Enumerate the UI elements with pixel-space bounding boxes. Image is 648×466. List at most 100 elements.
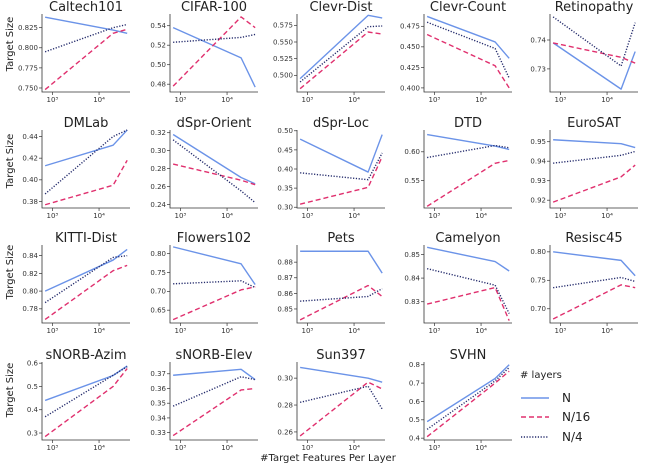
subplot-title: DMLab: [64, 116, 109, 131]
y-tick-label: 0.775: [18, 64, 38, 72]
series-line-n-16: [44, 368, 128, 438]
subplot-title: dSpr-Loc: [313, 116, 369, 131]
x-tick-label: 10⁴: [221, 444, 233, 452]
series-line-n-4: [300, 152, 383, 181]
subplot-title: dSpr-Orient: [177, 116, 252, 131]
y-tick-label: 0.83: [404, 298, 420, 306]
y-tick-label: 0.45: [277, 146, 293, 154]
x-tick-label: 10⁴: [348, 444, 360, 452]
x-tick-label: 10⁴: [475, 327, 487, 335]
x-tick-label: 10⁴: [93, 444, 105, 452]
y-tick-label: 0.85: [404, 251, 420, 259]
series-line-n-16: [172, 286, 256, 321]
axis-spines: [423, 130, 512, 209]
y-tick-label: 0.37: [150, 370, 166, 378]
series-line-n-4: [426, 267, 510, 314]
subplot-title: Retinopathy: [555, 0, 634, 15]
axis-spines: [296, 130, 385, 209]
subplot-title: EuroSAT: [567, 116, 621, 131]
subplot-title: CIFAR-100: [181, 0, 247, 15]
series-line-n-16: [552, 164, 636, 203]
x-tick-label: 10⁴: [348, 327, 360, 335]
y-tick-label: 0.8: [409, 361, 420, 369]
x-tick-label: 10⁴: [93, 327, 105, 335]
y-tick-label: 0.48: [150, 81, 166, 89]
subplot-title: Resisc45: [565, 231, 622, 246]
y-tick-label: 0.3: [27, 429, 38, 437]
x-tick-label: 10⁴: [221, 96, 233, 104]
subplot-clevr-count: Clevr-Count 0.400 0.425 0.450 0.475 10³ 10⁴: [400, 0, 512, 104]
y-tick-label: 0.54: [150, 22, 166, 30]
series-line-n: [300, 366, 383, 383]
y-tick-label: 0.425: [400, 64, 420, 72]
series-line-n-4: [299, 25, 383, 83]
x-tick-label: 10³: [554, 212, 566, 220]
subplot-title: sNORB-Azim: [45, 348, 126, 363]
series-line-n-16: [44, 264, 128, 321]
series-line-n: [44, 16, 128, 34]
series-line-n-16: [172, 387, 256, 437]
x-tick-label: 10³: [174, 444, 186, 452]
subplot-title: Caltech101: [49, 0, 123, 15]
y-tick-label: 0.50: [277, 127, 293, 135]
y-tick-label: 0.60: [404, 148, 420, 156]
axis-spines: [169, 14, 258, 93]
series-line-n-16: [299, 31, 383, 90]
x-tick-label: 10⁴: [93, 96, 105, 104]
y-tick-label: 0.42: [22, 155, 38, 163]
subplot-dspr-orient: dSpr-Orient 0.24 0.26 0.28 0.30 0.32 10³ 10⁴: [150, 116, 258, 220]
x-tick-label: 10³: [46, 444, 58, 452]
y-tick-label: 0.35: [150, 400, 166, 408]
axis-spines: [549, 245, 638, 324]
axis-spines: [423, 14, 512, 93]
axis-spines: [423, 362, 512, 441]
y-tick-label: 0.40: [22, 176, 38, 184]
axis-spines: [41, 245, 130, 324]
series-line-n-16: [299, 381, 383, 437]
series-line-n-4: [173, 280, 256, 289]
y-tick-label: 0.70: [150, 288, 166, 296]
axis-spines: [169, 245, 258, 324]
x-tick-label: 10³: [554, 96, 566, 104]
subplot-title: Pets: [327, 231, 354, 246]
series-line-n: [172, 27, 256, 88]
series-line-n-4: [552, 16, 636, 67]
series-line-n-4: [299, 385, 383, 410]
subplot-title: Clevr-Count: [430, 0, 506, 15]
subplot-title: KITTI-Dist: [55, 231, 117, 246]
legend-label-n: N: [562, 391, 571, 405]
x-tick-label: 10³: [301, 212, 313, 220]
axis-spines: [296, 362, 385, 441]
y-tick-label: 0.825: [18, 24, 38, 32]
x-tick-label: 10⁴: [601, 96, 613, 104]
y-tick-label: 0.73: [530, 65, 546, 73]
y-tick-label: 0.6: [409, 398, 421, 406]
series-line-n-4: [553, 276, 636, 289]
subplot-title: SVHN: [450, 348, 487, 363]
y-tick-label: 0.6: [27, 360, 39, 368]
axis-spines: [41, 362, 130, 441]
series-line-n: [299, 14, 383, 80]
series-line-n-16: [426, 370, 510, 438]
y-tick-label: 0.33: [150, 429, 166, 437]
series-line-n-16: [44, 159, 128, 206]
x-tick-label: 10⁴: [221, 212, 233, 220]
y-tick-label: 0.38: [22, 198, 38, 206]
y-tick-label: 0.65: [150, 307, 166, 315]
subplot-title: Clevr-Dist: [309, 0, 372, 15]
series-line-n-16: [552, 284, 636, 320]
axis-spines: [296, 14, 385, 93]
y-tick-label: 0.26: [277, 428, 293, 436]
subplot-title: Sun397: [316, 348, 366, 363]
y-tick-label: 0.450: [400, 43, 420, 51]
series-line-n-4: [173, 33, 256, 43]
y-tick-label: 0.32: [150, 129, 166, 137]
series-line-n: [426, 15, 510, 59]
series-line-n: [300, 250, 383, 274]
x-tick-label: 10³: [554, 327, 566, 335]
y-tick-label: 0.36: [150, 385, 166, 393]
x-tick-label: 10³: [174, 212, 186, 220]
subplot-snorb-azim: sNORB-Azim 0.3 0.4 0.5 0.6 10³ 10⁴: [27, 348, 130, 452]
